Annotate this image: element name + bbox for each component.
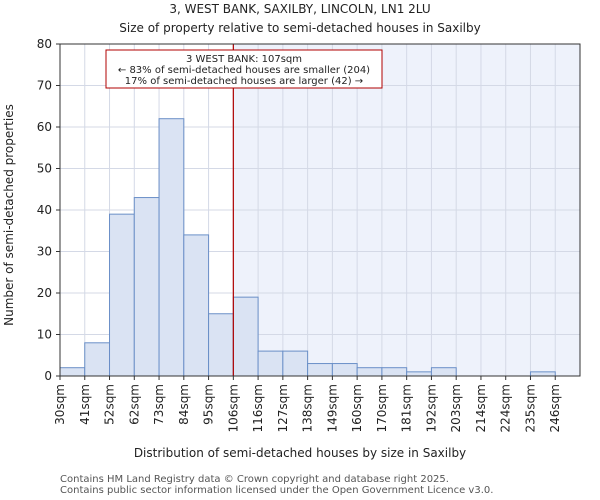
- bar-106sqm: [232, 296, 259, 377]
- y-tick-label: 60: [37, 120, 52, 134]
- y-tick-label: 70: [37, 79, 52, 93]
- x-tick-label: 203sqm: [449, 384, 463, 432]
- bar-52sqm: [109, 213, 135, 377]
- chart-subtitle: Size of property relative to semi-detach…: [119, 21, 480, 35]
- bar-127sqm: [282, 350, 309, 377]
- x-tick-label: 84sqm: [177, 384, 191, 425]
- x-tick-label: 160sqm: [350, 384, 364, 432]
- y-axis: 0 10 20 30 40 50 60 70 80: [37, 37, 60, 383]
- footer-line-1: Contains HM Land Registry data © Crown c…: [60, 474, 449, 485]
- y-tick-label: 20: [37, 286, 52, 300]
- y-tick-label: 0: [44, 369, 52, 383]
- bar-30sqm: [59, 367, 86, 377]
- x-tick-label: 214sqm: [474, 384, 488, 432]
- annotation-larger: 17% of semi-detached houses are larger (…: [125, 76, 363, 87]
- bar-62sqm: [133, 197, 160, 377]
- x-tick-label: 30sqm: [53, 384, 67, 425]
- annotation-box: [105, 49, 383, 89]
- x-tick-label: 106sqm: [226, 384, 240, 432]
- y-tick-label: 50: [37, 162, 52, 176]
- y-tick-label: 10: [37, 328, 52, 342]
- x-tick-label: 73sqm: [152, 384, 166, 425]
- y-tick-label: 40: [37, 203, 52, 217]
- bar-73sqm: [158, 118, 185, 377]
- bar-160sqm: [356, 367, 383, 377]
- bar-181sqm: [406, 371, 432, 377]
- bar-235sqm: [529, 371, 556, 377]
- chart-title: 3, WEST BANK, SAXILBY, LINCOLN, LN1 2LU: [169, 2, 430, 16]
- x-tick-label: 41sqm: [78, 384, 92, 425]
- x-tick-label: 116sqm: [251, 384, 265, 432]
- y-tick-label: 80: [37, 37, 52, 51]
- x-tick-label: 52sqm: [103, 384, 117, 425]
- x-tick-label: 127sqm: [276, 384, 290, 432]
- x-tick-label: 181sqm: [400, 384, 414, 432]
- x-axis-label: Distribution of semi-detached houses by …: [134, 446, 466, 460]
- x-tick-label: 224sqm: [499, 384, 513, 432]
- bar-84sqm: [183, 234, 210, 377]
- x-tick-label: 62sqm: [127, 384, 141, 425]
- x-tick-label: 246sqm: [548, 384, 562, 432]
- footer-line-2: Contains public sector information licen…: [60, 485, 494, 496]
- x-tick-label: 138sqm: [301, 384, 315, 432]
- bar-41sqm: [84, 342, 111, 377]
- bar-170sqm: [381, 367, 408, 377]
- x-tick-label: 170sqm: [375, 384, 389, 432]
- x-tick-label: 235sqm: [523, 384, 537, 432]
- annotation-title: 3 WEST BANK: 107sqm: [186, 54, 302, 65]
- x-axis: 30sqm 41sqm 52sqm 62sqm 73sqm 84sqm 95sqm 106sq…: [53, 376, 562, 432]
- marker-annotation: 3 WEST BANK: 107sqm ← 83% of semi-detach…: [105, 49, 383, 89]
- y-axis-label: Number of semi-detached properties: [2, 104, 16, 326]
- bar-95sqm: [208, 313, 234, 377]
- x-tick-label: 95sqm: [202, 384, 216, 425]
- bar-138sqm: [307, 363, 333, 377]
- bar-116sqm: [257, 350, 284, 377]
- y-tick-label: 30: [37, 245, 52, 259]
- bar-192sqm: [430, 367, 457, 377]
- bar-149sqm: [331, 363, 358, 377]
- x-tick-label: 149sqm: [325, 384, 339, 432]
- annotation-smaller: ← 83% of semi-detached houses are smalle…: [118, 65, 370, 76]
- x-tick-label: 192sqm: [424, 384, 438, 432]
